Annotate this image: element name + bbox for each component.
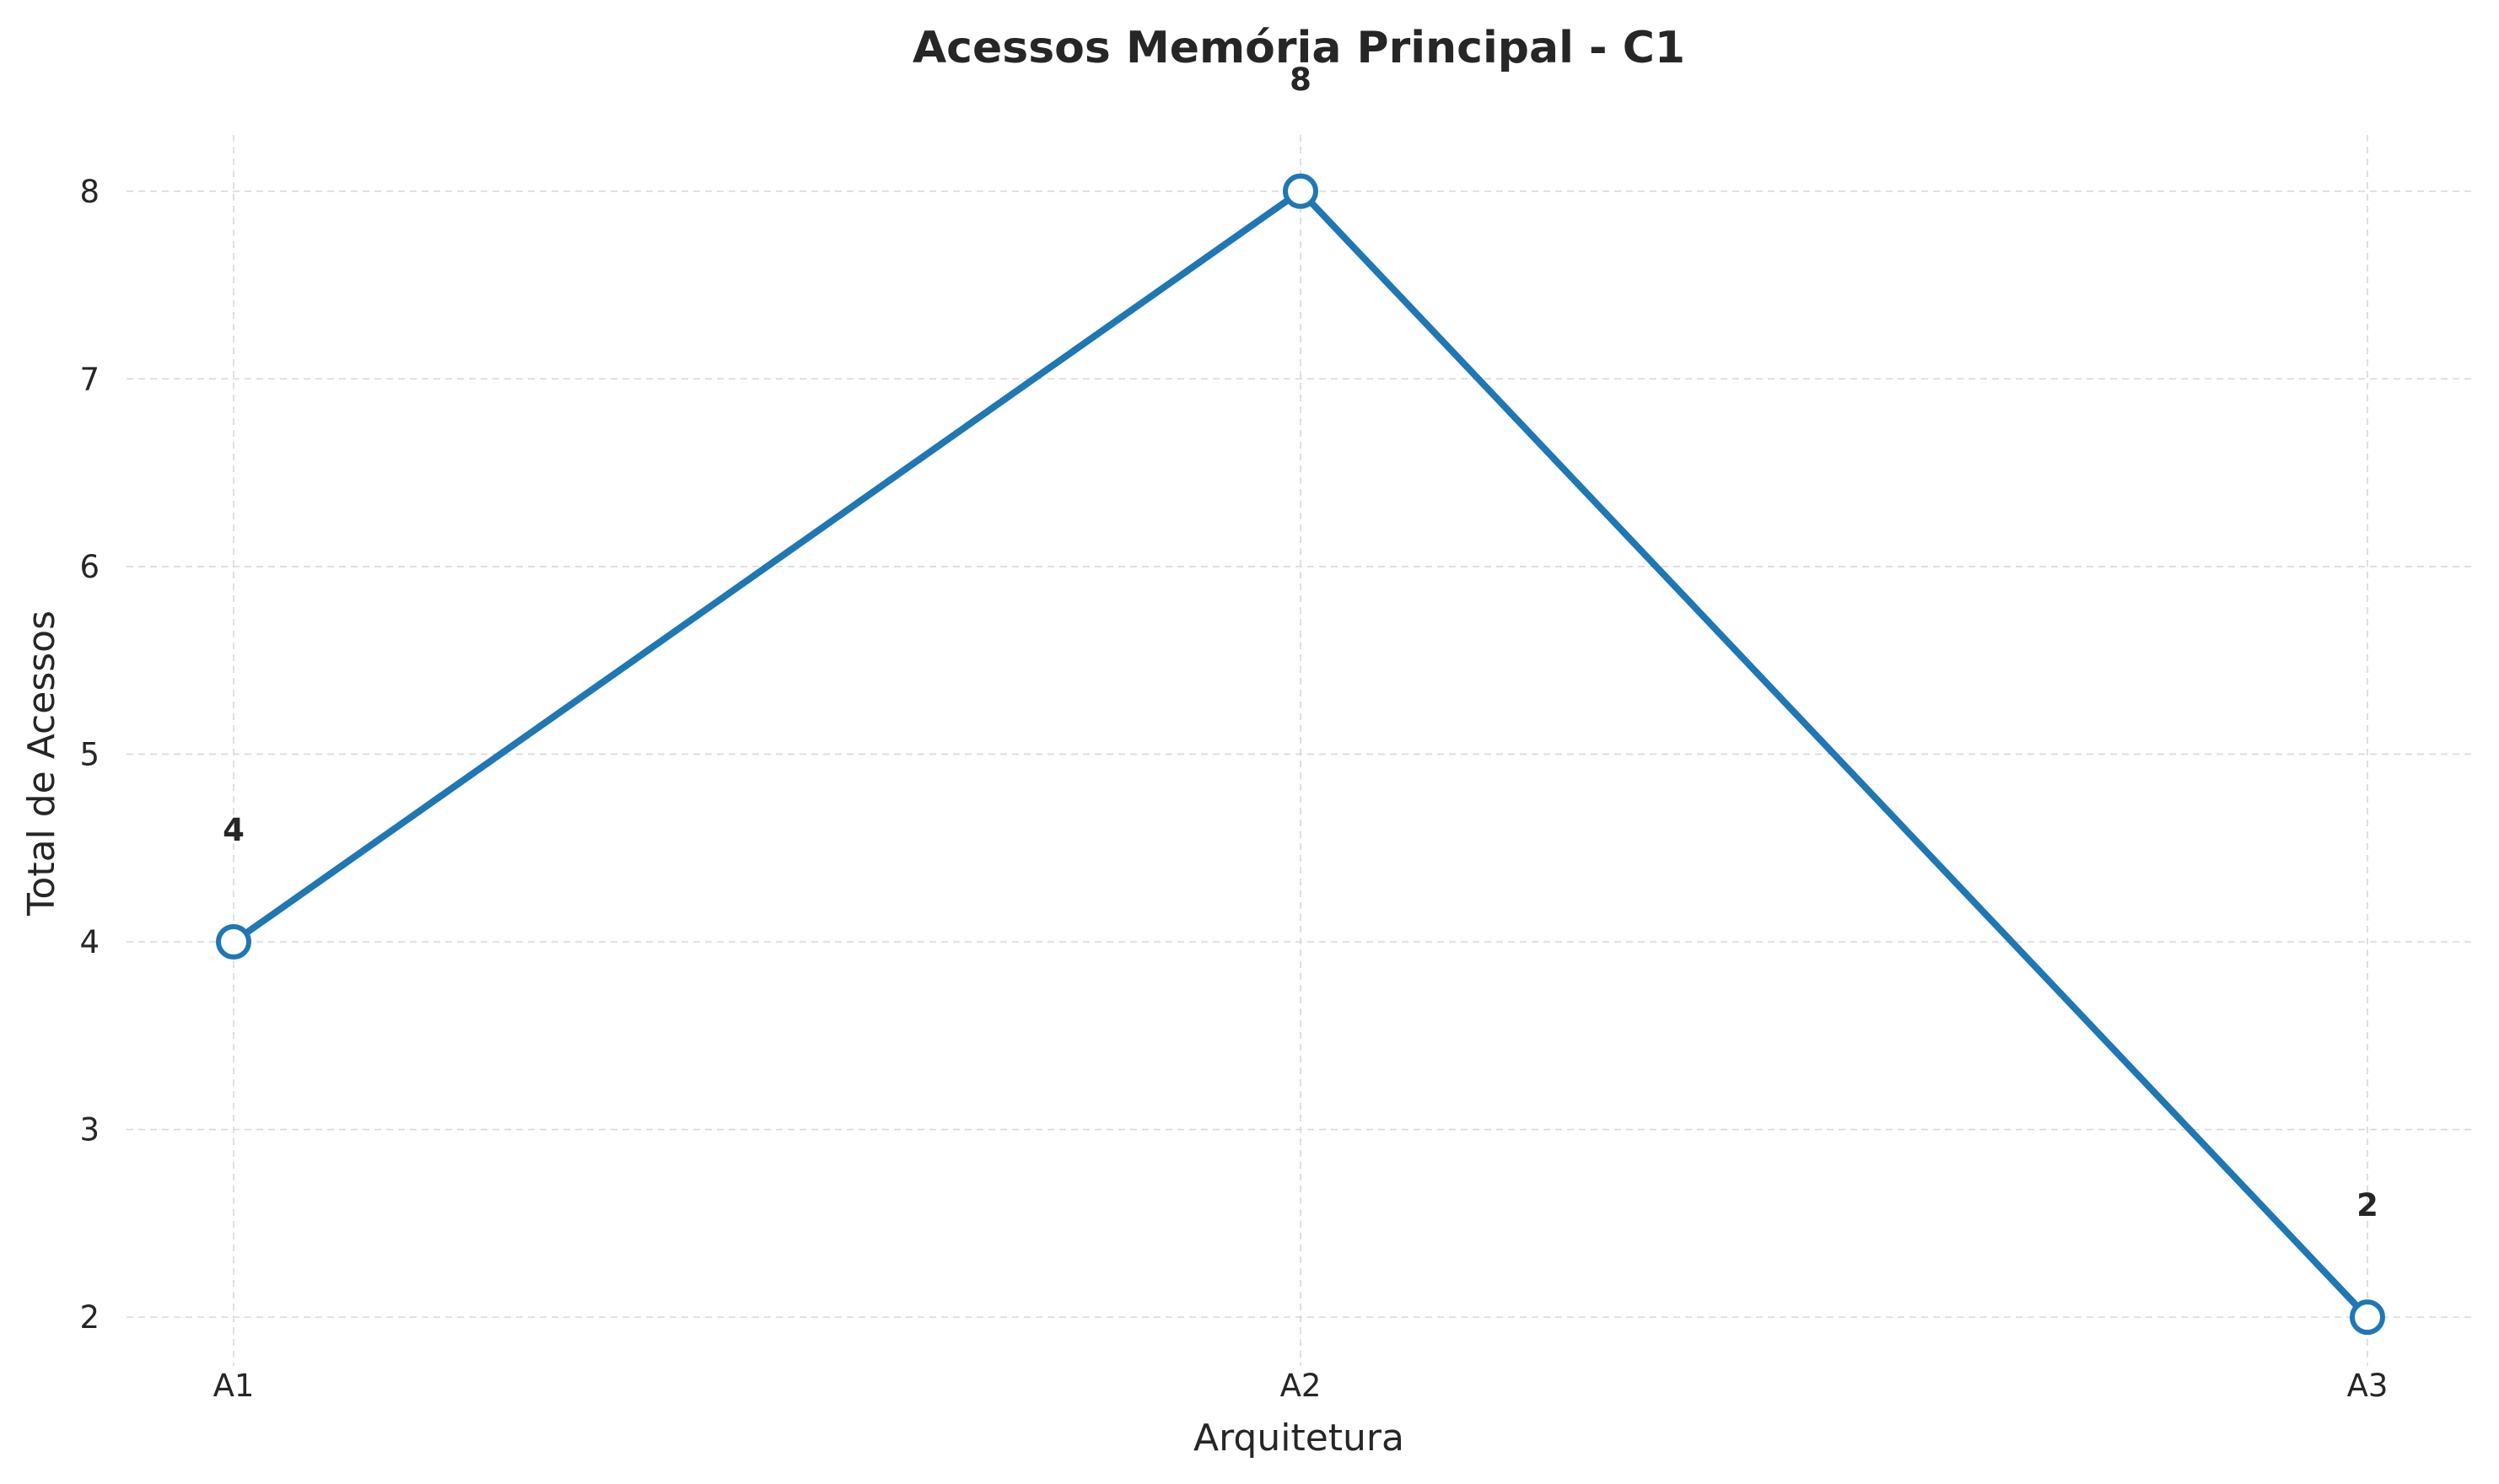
y-tick-label-8: 8 bbox=[79, 174, 100, 210]
x-tick-label-a2: A2 bbox=[1280, 1368, 1322, 1404]
points-layer bbox=[216, 173, 2385, 1336]
y-tick-label-7: 7 bbox=[79, 361, 100, 397]
x-tick-label-a1: A1 bbox=[213, 1368, 255, 1404]
x-tick-labels: A1 A2 A3 bbox=[213, 1368, 2389, 1404]
y-tick-label-3: 3 bbox=[79, 1112, 100, 1148]
y-tick-label-5: 5 bbox=[79, 736, 100, 772]
y-axis-label: Total de Acessos bbox=[20, 610, 63, 917]
data-label-a3: 2 bbox=[2356, 1187, 2378, 1223]
data-label-a2: 8 bbox=[1290, 62, 1311, 98]
data-point-a2 bbox=[1283, 173, 1318, 209]
y-tick-labels: 2 3 4 5 6 7 8 bbox=[79, 174, 100, 1336]
y-tick-label-2: 2 bbox=[79, 1299, 100, 1336]
y-tick-label-4: 4 bbox=[79, 924, 100, 960]
x-tick-label-a3: A3 bbox=[2347, 1368, 2389, 1404]
data-labels-layer: 4 8 2 bbox=[223, 62, 2378, 1223]
y-gridlines bbox=[127, 190, 2471, 1318]
y-tick-label-6: 6 bbox=[79, 549, 100, 585]
x-gridlines bbox=[233, 135, 2368, 1366]
data-point-a3 bbox=[2350, 1299, 2385, 1336]
data-point-a1 bbox=[216, 924, 251, 960]
x-axis-label: Arquitetura bbox=[1193, 1417, 1404, 1460]
data-label-a1: 4 bbox=[223, 812, 245, 848]
chart-title: Acessos Memória Principal - C1 bbox=[913, 23, 1685, 73]
